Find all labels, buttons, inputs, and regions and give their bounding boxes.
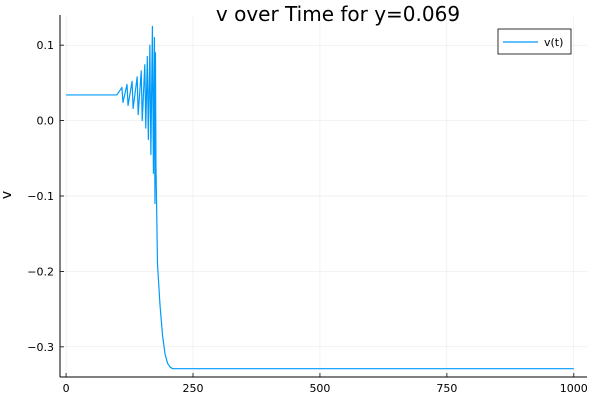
x-tick-label: 750 — [436, 382, 457, 395]
y-tick-label: −0.3 — [27, 341, 54, 354]
series-line-v-t — [66, 25, 574, 370]
x-tick-label: 250 — [183, 382, 204, 395]
x-tick-label: 500 — [309, 382, 330, 395]
y-axis-label: v — [0, 191, 15, 199]
ticks: 0 250 500 750 1000 −0.3 −0.2 −0.1 0.0 0.1 — [27, 39, 588, 395]
y-tick-label: −0.2 — [27, 265, 54, 278]
series — [66, 25, 574, 370]
legend-label: v(t) — [544, 36, 563, 49]
y-tick-label: 0.1 — [37, 39, 55, 52]
y-tick-label: 0.0 — [37, 115, 55, 128]
chart-title: v over Time for y=0.069 — [216, 2, 460, 26]
y-tick-label: −0.1 — [27, 190, 54, 203]
legend: v(t) — [497, 28, 572, 55]
x-tick-label: 0 — [63, 382, 70, 395]
x-tick-label: 1000 — [560, 382, 588, 395]
